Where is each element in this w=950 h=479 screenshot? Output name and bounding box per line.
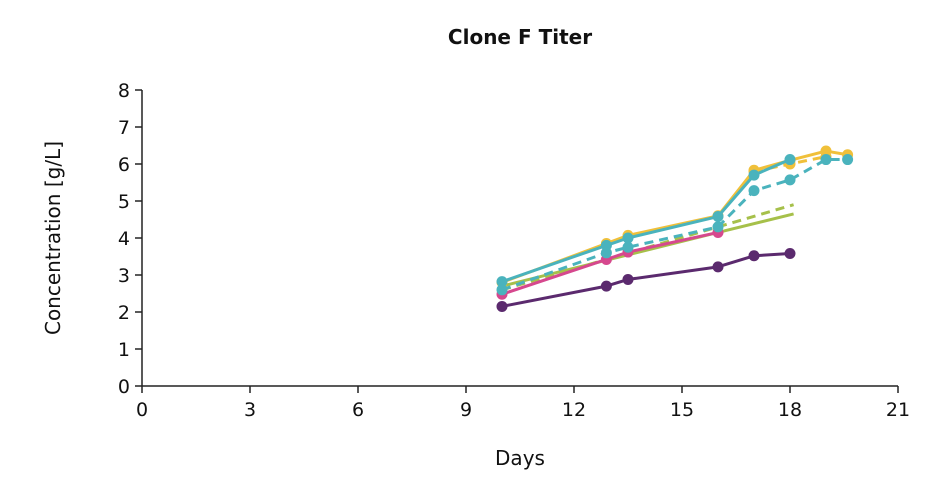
data-point [600,239,612,251]
data-point [622,232,634,244]
series-line-6 [501,158,848,292]
y-tick-label: 5 [118,191,130,213]
data-point [842,154,854,166]
data-point [712,261,724,273]
x-tick-label: 18 [778,399,802,421]
data-point [748,250,760,262]
series-line-0 [501,203,795,292]
y-tick-label: 0 [118,376,130,398]
data-point [784,248,796,260]
x-tick-label: 6 [352,399,364,421]
data-point [748,185,760,197]
x-tick-label: 0 [136,399,148,421]
y-tick-label: 7 [118,117,130,139]
data-point [712,211,724,223]
series-line-2 [501,230,719,296]
x-tick-label: 3 [244,399,256,421]
data-point [622,241,634,253]
data-point [496,300,508,312]
y-tick-label: 2 [118,302,130,324]
data-point [496,284,508,296]
chart-title: Clone F Titer [448,25,592,49]
y-tick-label: 1 [118,339,130,361]
x-tick-label: 15 [670,399,694,421]
data-point [820,145,832,157]
data-point [820,154,832,166]
series-line-3 [501,252,791,308]
data-point [784,154,796,166]
series-line-7 [501,158,791,284]
data-point [784,174,796,186]
data-point [600,280,612,292]
y-tick-label: 4 [118,228,130,250]
x-tick-label: 21 [886,399,910,421]
y-tick-label: 3 [118,265,130,287]
x-axis-label: Days [495,446,545,470]
data-point [712,221,724,233]
data-point [748,169,760,181]
data-point [622,273,634,285]
x-tick-label: 9 [460,399,472,421]
y-tick-label: 6 [118,154,130,176]
y-tick-label: 8 [118,80,130,102]
x-tick-label: 12 [562,399,586,421]
y-axis-label: Concentration [g/L] [41,141,65,335]
data-point [496,276,508,288]
